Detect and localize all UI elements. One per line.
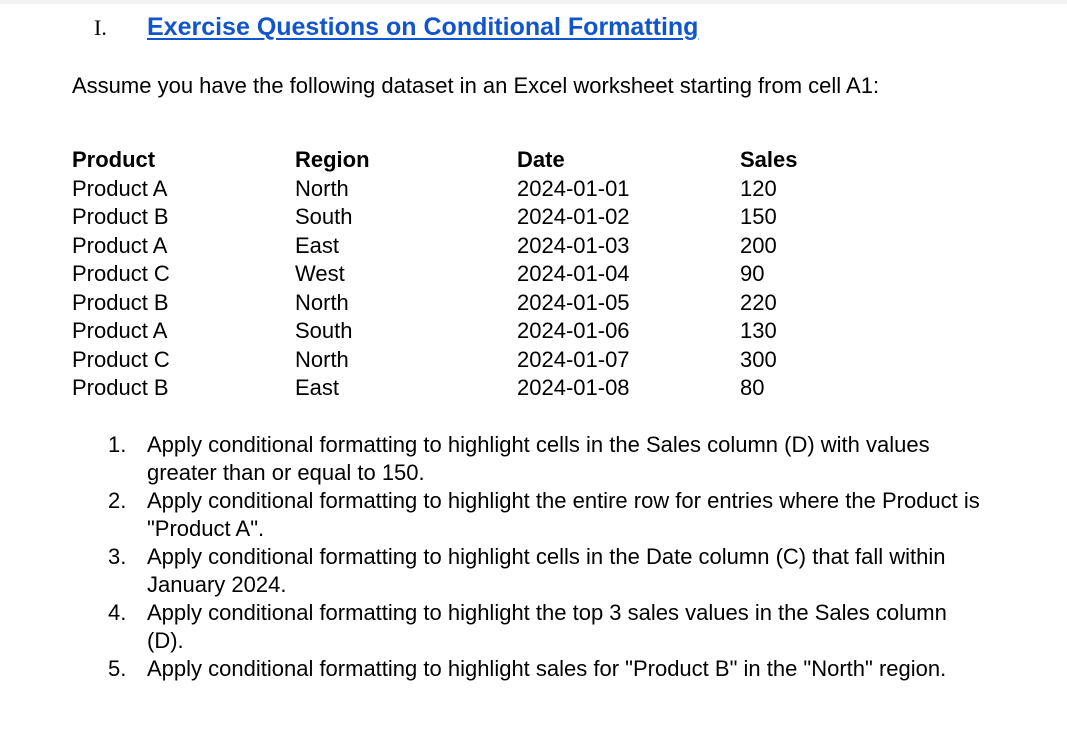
- cell-region: North: [295, 175, 349, 201]
- cell-region: South: [295, 204, 353, 230]
- question-text: Apply conditional formatting to highligh…: [147, 656, 947, 681]
- cell-sales: 150: [740, 204, 777, 230]
- question-number: 4.: [108, 600, 127, 625]
- question-item: 1. Apply conditional formatting to highl…: [108, 431, 988, 487]
- table-row: Product B East 2024-01-08 80: [72, 374, 820, 403]
- cell-product: Product C: [72, 261, 170, 287]
- cell-product: Product B: [72, 289, 169, 315]
- cell-product: Product C: [72, 346, 170, 372]
- top-divider: [0, 0, 1067, 4]
- table-row: Product B South 2024-01-02 150: [72, 203, 820, 232]
- table-row: Product C West 2024-01-04 90: [72, 260, 820, 289]
- table-row: Product A East 2024-01-03 200: [72, 232, 820, 261]
- table-row: Product A South 2024-01-06 130: [72, 317, 820, 346]
- table-row: Product A North 2024-01-01 120: [72, 175, 820, 204]
- cell-region: North: [295, 346, 349, 372]
- cell-date: 2024-01-04: [517, 261, 630, 287]
- cell-date: 2024-01-02: [517, 204, 630, 230]
- cell-product: Product B: [72, 375, 169, 401]
- question-text: Apply conditional formatting to highligh…: [147, 432, 930, 485]
- cell-sales: 300: [740, 346, 777, 372]
- cell-sales: 200: [740, 232, 777, 258]
- question-text: Apply conditional formatting to highligh…: [147, 544, 946, 597]
- cell-date: 2024-01-03: [517, 232, 630, 258]
- cell-region: West: [295, 261, 345, 287]
- question-item: 3. Apply conditional formatting to highl…: [108, 543, 988, 599]
- question-text: Apply conditional formatting to highligh…: [147, 488, 980, 541]
- cell-product: Product A: [72, 175, 168, 201]
- cell-date: 2024-01-01: [517, 175, 630, 201]
- column-header-date: Date: [517, 147, 565, 173]
- table-header-row: Product Region Date Sales: [72, 146, 820, 175]
- section-title-link[interactable]: Exercise Questions on Conditional Format…: [147, 13, 699, 41]
- cell-region: East: [295, 375, 340, 401]
- question-list: 1. Apply conditional formatting to highl…: [108, 431, 988, 683]
- question-item: 2. Apply conditional formatting to highl…: [108, 487, 988, 543]
- table-row: Product C North 2024-01-07 300: [72, 346, 820, 375]
- cell-date: 2024-01-08: [517, 375, 630, 401]
- question-number: 2.: [108, 488, 127, 513]
- cell-product: Product B: [72, 204, 169, 230]
- cell-date: 2024-01-07: [517, 346, 630, 372]
- cell-product: Product A: [72, 318, 168, 344]
- cell-product: Product A: [72, 232, 168, 258]
- question-number: 3.: [108, 544, 127, 569]
- question-item: 4. Apply conditional formatting to highl…: [108, 599, 988, 655]
- cell-sales: 90: [740, 261, 765, 287]
- intro-paragraph: Assume you have the following dataset in…: [72, 73, 880, 98]
- table-row: Product B North 2024-01-05 220: [72, 289, 820, 318]
- question-number: 1.: [108, 432, 127, 457]
- cell-date: 2024-01-06: [517, 318, 630, 344]
- cell-date: 2024-01-05: [517, 289, 630, 315]
- question-item: 5. Apply conditional formatting to highl…: [108, 655, 988, 683]
- cell-sales: 130: [740, 318, 777, 344]
- section-number: I.: [94, 15, 107, 40]
- cell-sales: 220: [740, 289, 777, 315]
- dataset-table: Product Region Date Sales Product A Nort…: [72, 146, 820, 403]
- question-text: Apply conditional formatting to highligh…: [147, 600, 947, 653]
- cell-region: East: [295, 232, 340, 258]
- cell-sales: 120: [740, 175, 777, 201]
- column-header-product: Product: [72, 147, 156, 173]
- cell-sales: 80: [740, 375, 765, 401]
- cell-region: South: [295, 318, 353, 344]
- question-number: 5.: [108, 656, 127, 681]
- cell-region: North: [295, 289, 349, 315]
- column-header-region: Region: [295, 147, 370, 173]
- column-header-sales: Sales: [740, 147, 798, 173]
